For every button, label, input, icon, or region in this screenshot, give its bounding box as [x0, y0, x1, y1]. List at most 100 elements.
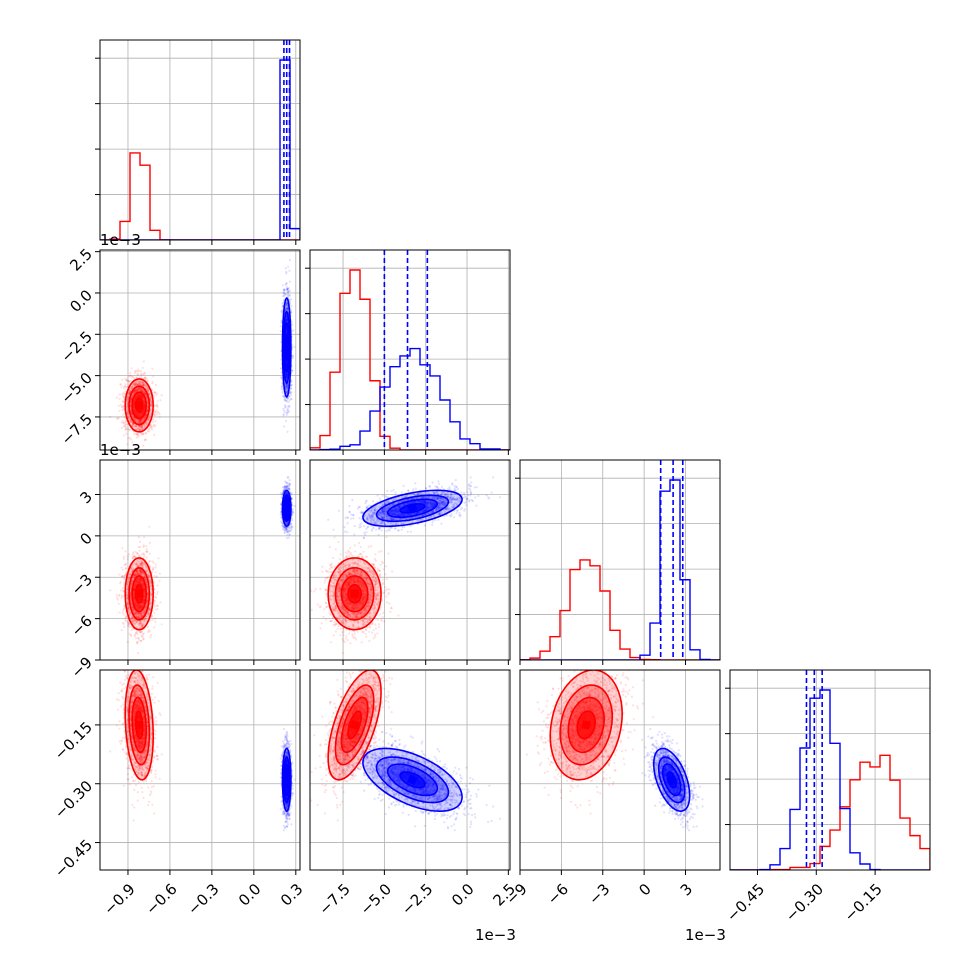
scatter-point — [141, 420, 144, 423]
scatter-point — [149, 396, 152, 399]
scatter-point — [153, 413, 156, 416]
scatter-point — [131, 375, 134, 378]
scatter-point — [120, 426, 123, 429]
scatter-point — [158, 413, 161, 416]
scatter-point — [154, 411, 157, 414]
scatter-point — [118, 409, 121, 412]
scatter-point — [142, 638, 145, 641]
scatter-point — [292, 329, 295, 332]
scatter-point — [140, 424, 143, 427]
scatter-point — [279, 330, 282, 333]
scatter-point — [137, 393, 140, 396]
scatter-point — [136, 383, 139, 387]
scatter-point — [141, 418, 145, 421]
scatter-point — [139, 425, 142, 428]
scatter-point — [283, 288, 286, 291]
scatter-point — [140, 390, 144, 393]
scatter-point — [142, 402, 146, 405]
scatter-point — [120, 383, 123, 386]
scatter-point — [139, 415, 142, 418]
scatter-point — [150, 400, 153, 403]
scatter-point — [143, 405, 146, 408]
y-tick-label: 2.5 — [66, 245, 96, 275]
scatter-point — [138, 546, 142, 549]
scatter-point — [155, 409, 158, 412]
scatter-point — [137, 383, 140, 386]
scatter-point — [154, 566, 157, 569]
scatter-point — [288, 280, 291, 283]
scatter-point — [159, 399, 162, 402]
scatter-point — [160, 394, 163, 397]
scatter-point — [285, 272, 288, 275]
scatter-point — [121, 587, 124, 590]
scatter-point — [285, 413, 288, 416]
scatter-point — [128, 416, 131, 419]
scatter-point — [135, 394, 138, 397]
scatter-point — [143, 416, 146, 419]
scatter-point — [153, 425, 156, 428]
scatter-point — [134, 369, 137, 372]
scatter-point — [129, 403, 132, 406]
scatter-point — [291, 369, 294, 372]
scatter-point — [290, 298, 293, 301]
scatter-point — [122, 391, 125, 394]
scatter-point — [140, 412, 143, 415]
scatter-point — [284, 406, 287, 409]
scatter-point — [137, 420, 140, 423]
scatter-point — [134, 388, 137, 391]
scatter-point — [130, 413, 134, 416]
scatter-point — [142, 384, 146, 387]
scatter-point — [120, 589, 123, 592]
scatter-point — [283, 425, 286, 428]
scatter-point — [130, 411, 133, 414]
scatter-point — [137, 426, 140, 429]
scatter-point — [153, 414, 157, 417]
scatter-point — [141, 433, 144, 436]
scatter-point — [143, 423, 146, 426]
scatter-point — [149, 396, 153, 399]
scatter-point — [148, 541, 151, 544]
scatter-point — [129, 420, 133, 423]
scatter-point — [139, 389, 142, 392]
scatter-point — [124, 425, 127, 428]
scatter-point — [140, 425, 143, 428]
scatter-point — [134, 425, 138, 428]
scatter-point — [134, 410, 137, 413]
scatter-point — [136, 373, 139, 376]
scatter-point — [288, 399, 291, 402]
scatter-point — [281, 284, 284, 287]
scatter-point — [129, 401, 132, 404]
scatter-point — [139, 420, 142, 423]
scatter-point — [131, 385, 134, 388]
scatter-point — [145, 432, 148, 435]
scatter-point — [154, 617, 157, 620]
scatter-point — [145, 385, 148, 388]
scatter-point — [140, 426, 143, 429]
scatter-point — [136, 412, 139, 415]
scatter-point — [121, 413, 125, 416]
scatter-point — [131, 422, 134, 425]
scatter-point — [151, 382, 154, 385]
scatter-point — [153, 611, 156, 614]
scatter-point — [145, 414, 148, 417]
scatter-point — [142, 396, 145, 399]
scatter-point — [126, 396, 129, 399]
scatter-point — [136, 632, 139, 635]
scatter-point — [141, 396, 144, 399]
scatter-point — [126, 411, 129, 414]
scatter-point — [138, 419, 141, 422]
scatter-point — [141, 398, 144, 401]
scatter-point — [134, 395, 137, 398]
scatter-point — [140, 418, 143, 421]
scatter-point — [154, 571, 157, 574]
scatter-point — [137, 395, 140, 398]
scatter-point — [135, 630, 139, 633]
scatter-point — [136, 388, 139, 391]
scatter-point — [139, 386, 142, 389]
scatter-point — [150, 425, 154, 428]
scatter-point — [145, 545, 148, 548]
scatter-point — [150, 404, 153, 407]
scatter-point — [146, 408, 149, 412]
scatter-point — [132, 392, 136, 395]
scatter-point — [141, 380, 144, 383]
